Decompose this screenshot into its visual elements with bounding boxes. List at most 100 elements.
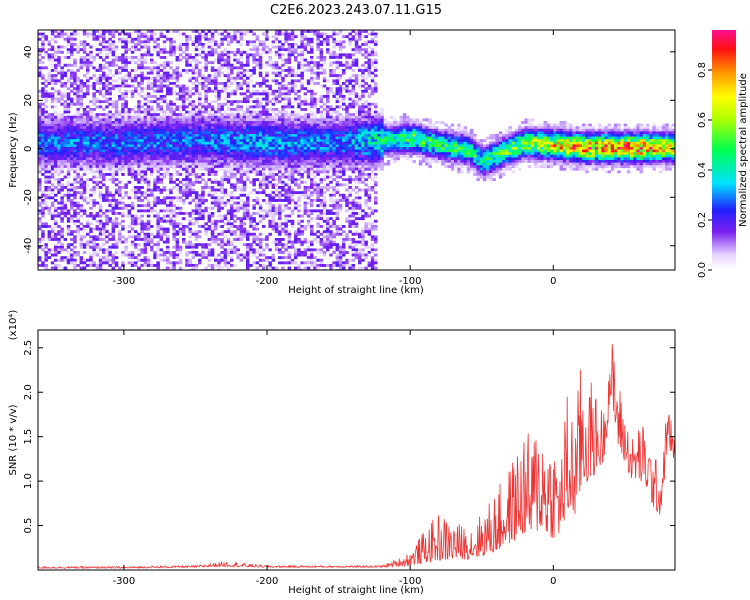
heatmap-cell [249,74,253,78]
heatmap-cell [57,118,61,122]
heatmap-cell [262,264,266,267]
heatmap-cell [159,56,164,59]
heatmap-cell [57,139,61,143]
heatmap-cell [66,76,71,80]
heatmap-cell [172,45,176,49]
heatmap-cell [258,173,263,176]
heatmap-cell [265,136,269,140]
heatmap-cell [137,154,141,158]
heatmap-cell [204,118,208,122]
heatmap-cell [294,170,298,174]
heatmap-cell [284,149,288,153]
heatmap-cell [233,175,237,179]
heatmap-cell [70,84,74,88]
heatmap-cell [297,126,301,130]
heatmap-cell [105,154,109,158]
heatmap-cell [140,147,144,150]
heatmap-cell [92,264,96,267]
heatmap-cell [194,79,199,83]
heatmap-cell [233,32,237,36]
heatmap-cell [146,76,151,80]
heatmap-cell [290,144,295,148]
heatmap-cell [159,84,164,88]
heatmap-cell [278,165,282,169]
heatmap-cell [47,144,52,148]
heatmap-cell [274,212,279,215]
heatmap-cell [214,50,218,54]
heatmap-cell [153,204,157,208]
heatmap-cell [268,170,272,174]
heatmap-cell [156,123,160,127]
heatmap-cell [121,186,125,189]
heatmap-cell [95,175,100,179]
heatmap-cell [217,196,221,200]
heatmap-cell [220,121,224,124]
heatmap-cell [118,134,122,137]
heatmap-cell [281,149,285,153]
heatmap-cell [258,66,263,70]
heatmap-cell [172,139,176,143]
heatmap-cell [118,188,122,192]
heatmap-cell [223,102,228,106]
heatmap-cell [223,115,228,119]
heatmap-cell [239,82,244,85]
heatmap-cell [146,201,151,205]
heatmap-cell [201,157,205,161]
heatmap-cell [150,147,154,150]
heatmap-cell [86,66,90,70]
heatmap-cell [121,201,125,205]
heatmap-cell [118,186,122,189]
heatmap-cell [284,136,288,140]
heatmap-cell [76,157,80,161]
heatmap-cell [242,193,247,197]
heatmap-cell [236,61,240,65]
heatmap-cell [41,48,45,52]
heatmap-cell [230,160,234,163]
heatmap-cell [230,191,234,195]
heatmap-cell [102,131,106,135]
heatmap-cell [92,238,96,241]
heatmap-cell [178,53,183,57]
heatmap-cell [159,118,164,122]
heatmap-cell [252,232,256,236]
heatmap-cell [278,126,282,130]
heatmap-cell [47,76,52,80]
heatmap-cell [268,180,272,184]
heatmap-cell [220,139,224,143]
heatmap-cell [70,48,74,52]
heatmap-cell [204,100,208,104]
heatmap-cell [44,149,48,153]
heatmap-cell [98,118,103,122]
heatmap-cell [287,102,292,106]
heatmap-cell [66,50,71,54]
heatmap-cell [214,87,218,91]
heatmap-cell [287,173,292,176]
heatmap-cell [262,191,266,195]
heatmap-cell [137,162,141,166]
heatmap-cell [255,37,260,41]
heatmap-cell [70,139,74,143]
heatmap-cell [111,222,116,226]
heatmap-cell [98,134,103,137]
heatmap-cell [281,97,285,101]
heatmap-cell [230,264,234,267]
heatmap-cell [223,63,228,67]
heatmap-cell [41,110,45,114]
heatmap-cell [239,100,244,104]
heatmap-cell [121,240,125,244]
heatmap-cell [108,238,112,241]
heatmap-cell [47,147,52,150]
heatmap-cell [220,219,224,223]
heatmap-cell [236,110,240,114]
heatmap-cell [230,173,234,176]
heatmap-cell [92,201,96,205]
heatmap-cell [252,204,256,208]
heatmap-cell [98,230,103,234]
heatmap-cell [79,204,84,208]
heatmap-cell [54,264,58,267]
heatmap-cell [287,89,292,93]
heatmap-cell [182,118,186,122]
heatmap-cell [255,123,260,127]
heatmap-cell [153,188,157,192]
heatmap-cell [124,79,128,83]
